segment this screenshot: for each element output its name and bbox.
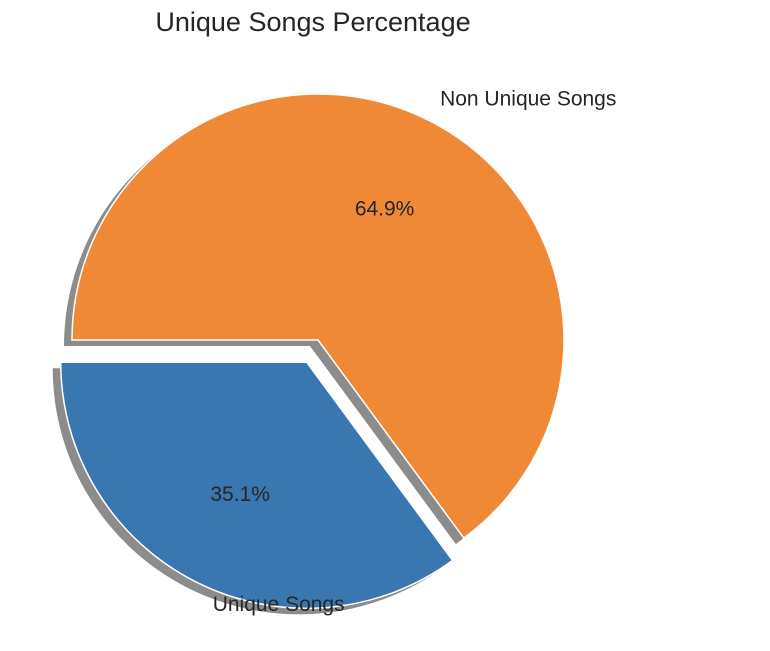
pie-slices (59, 93, 565, 610)
pct-label-non-unique-songs: 64.9% (355, 197, 415, 220)
slice-label-unique-songs: Unique Songs (213, 593, 345, 616)
slice-label-non-unique-songs: Non Unique Songs (440, 88, 616, 111)
slice-unique-songs (59, 361, 454, 610)
pie-labels: Unique Songs 35.1% Non Unique Songs 64.9% (210, 88, 616, 616)
pct-label-unique-songs: 35.1% (210, 483, 270, 506)
chart-title: Unique Songs Percentage (155, 7, 470, 37)
slice-non-unique-songs (71, 93, 565, 540)
